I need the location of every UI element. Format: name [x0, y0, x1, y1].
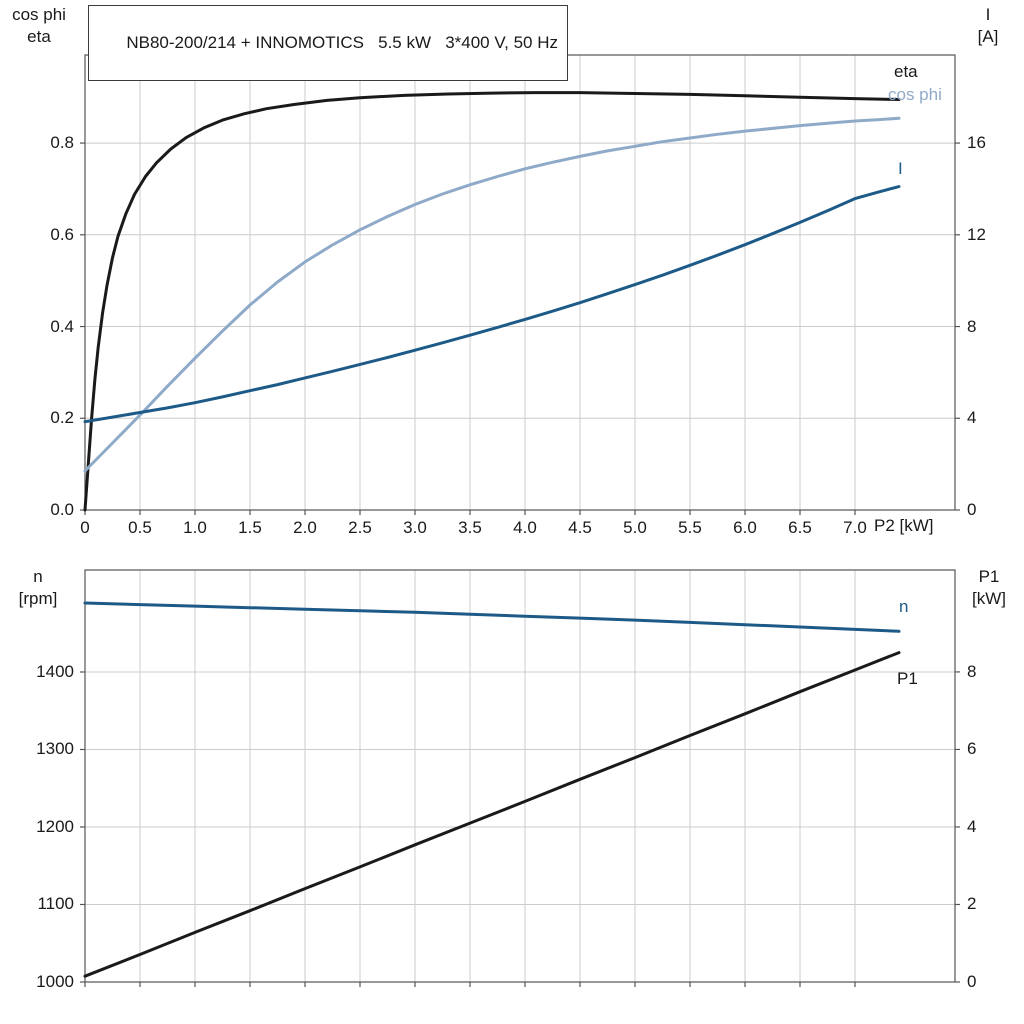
curve-I [83, 185, 901, 424]
curve-n [83, 601, 901, 633]
curve-eta [83, 91, 901, 512]
curve-P1 [83, 651, 901, 978]
curve-cos-phi [83, 116, 901, 473]
